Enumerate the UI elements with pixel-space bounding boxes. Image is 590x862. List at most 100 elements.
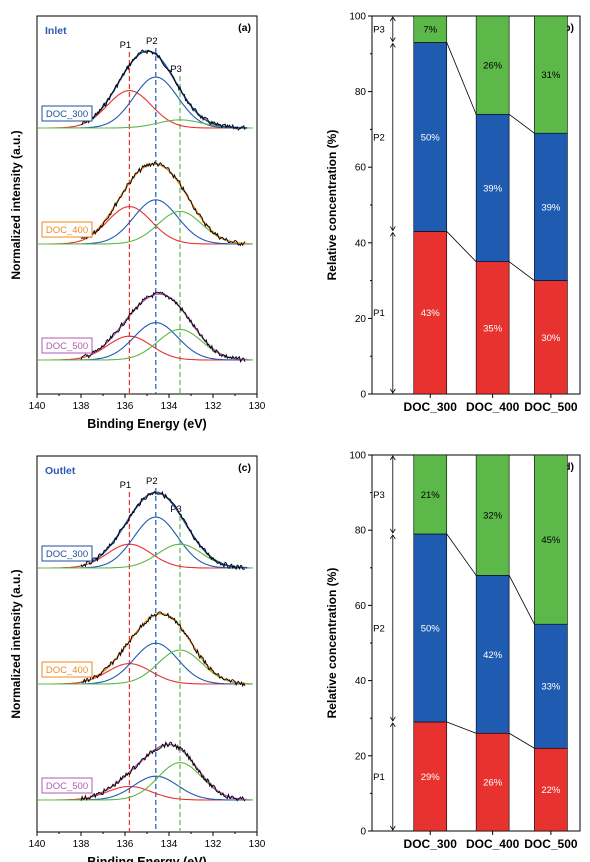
component-curve: [37, 335, 253, 361]
bracket-arrowhead: [389, 534, 396, 540]
panel-title: Inlet: [45, 25, 67, 37]
connector-line: [508, 575, 535, 625]
raw-spectrum-curve: [80, 291, 246, 363]
bar-data-label: 32%: [483, 511, 503, 522]
raw-spectrum-curve: [80, 161, 246, 247]
x-axis-label: Binding Energy (eV): [87, 417, 206, 431]
bracket-arrowhead: [389, 231, 396, 237]
bar-data-label: 50%: [421, 623, 441, 634]
plot-frame: [36, 15, 258, 395]
bar-segment-p2: [534, 623, 568, 749]
x-tick-label: 138: [73, 401, 90, 412]
y-tick-label: 40: [355, 238, 367, 249]
sample-label-box: [41, 545, 93, 562]
bar-segment-p2: [475, 575, 510, 734]
sample-label-box: [41, 221, 93, 238]
connector-line: [446, 42, 477, 115]
peak-label: P2: [146, 36, 158, 47]
bracket-label: P3: [373, 490, 385, 501]
x-tick-label: DOC_400: [466, 837, 520, 851]
sample-label: DOC_300: [46, 109, 88, 120]
sample-label: DOC_500: [46, 341, 88, 352]
y-axis-label: Normalized intensity (a.u.): [9, 130, 23, 279]
bracket-label: P3: [373, 25, 385, 36]
y-tick-label: 0: [360, 390, 366, 401]
sample-label-box: [41, 337, 93, 354]
raw-spectrum-curve: [80, 49, 246, 131]
bar-segment-p3: [534, 15, 568, 134]
x-tick-label: DOC_500: [524, 837, 578, 851]
component-curve: [37, 119, 253, 129]
y-axis-label: Relative concentration (%): [325, 568, 339, 719]
x-tick-label: 134: [161, 839, 178, 850]
x-tick-label: DOC_300: [404, 400, 458, 414]
bracket-arrowhead: [389, 716, 396, 722]
bar-data-label: 50%: [421, 132, 441, 143]
bar-data-label: 39%: [541, 202, 561, 213]
envelope-fit-curve: [91, 612, 248, 685]
bar-segment-p3: [413, 15, 448, 43]
panel-a: 140 138 136 134 132 130 Binding Energy (eV) Nor…: [9, 15, 266, 431]
sample-label-box: [41, 105, 93, 122]
bar-data-label: 31%: [541, 70, 561, 81]
connector-line: [508, 261, 535, 281]
bar-segment-p1: [413, 721, 448, 832]
bar-segment-p3: [534, 454, 568, 625]
bar-segment-p3: [475, 454, 510, 576]
x-tick-label: 140: [29, 401, 46, 412]
bar-segment-p3: [413, 454, 448, 535]
connector-line: [446, 231, 477, 262]
y-tick-label: 60: [355, 163, 367, 174]
component-curve: [37, 206, 253, 245]
bar-segment-p2: [475, 113, 510, 262]
bar-data-label: 22%: [541, 785, 561, 796]
panel-c: 140 138 136 134 132 130 Binding Energy (eV) Nor…: [9, 455, 266, 862]
bar-data-label: 26%: [483, 778, 503, 789]
envelope-fit-curve: [91, 743, 248, 801]
bar-data-label: 33%: [541, 682, 561, 693]
y-tick-label: 100: [349, 12, 366, 23]
x-tick-label: 140: [29, 839, 46, 850]
panel-label: (a): [238, 22, 251, 34]
x-tick-label: 130: [249, 839, 266, 850]
bar-data-label: 45%: [541, 535, 561, 546]
raw-spectrum-curve: [80, 741, 246, 802]
bar-segment-p1: [534, 747, 568, 832]
sample-label-box: [41, 661, 93, 678]
envelope-fit-curve: [91, 491, 248, 569]
y-tick-label: 20: [355, 751, 367, 762]
x-tick-label: 132: [205, 401, 222, 412]
panel-label: (c): [238, 462, 251, 474]
connector-line: [508, 113, 535, 134]
bar-data-label: 29%: [421, 772, 441, 783]
y-tick-label: 80: [355, 87, 367, 98]
bar-data-label: 43%: [421, 308, 441, 319]
connector-line: [446, 533, 477, 576]
x-tick-label: 136: [117, 839, 134, 850]
envelope-fit-curve: [91, 50, 248, 129]
y-tick-label: 80: [355, 526, 367, 537]
bar-data-label: 21%: [421, 490, 441, 501]
bracket-label: P1: [373, 772, 385, 783]
envelope-fit-curve: [91, 293, 248, 361]
bar-segment-p1: [534, 280, 568, 395]
x-axis-label: Binding Energy (eV): [87, 855, 206, 862]
y-tick-label: 20: [355, 314, 367, 325]
y-tick-label: 0: [360, 827, 366, 838]
panel-title: Outlet: [45, 465, 76, 477]
sample-label-box: [41, 777, 93, 794]
bar-segment-p1: [475, 261, 510, 395]
x-tick-label: 136: [117, 401, 134, 412]
y-axis-label: Normalized intensity (a.u.): [9, 569, 23, 718]
bar-data-label: 35%: [483, 323, 503, 334]
sample-label: DOC_500: [46, 781, 88, 792]
peak-label: P1: [120, 480, 132, 491]
connector-line: [446, 721, 477, 734]
peak-label: P1: [120, 40, 132, 51]
bar-segment-p2: [413, 533, 448, 723]
component-curve: [37, 90, 253, 129]
y-tick-label: 40: [355, 676, 367, 687]
